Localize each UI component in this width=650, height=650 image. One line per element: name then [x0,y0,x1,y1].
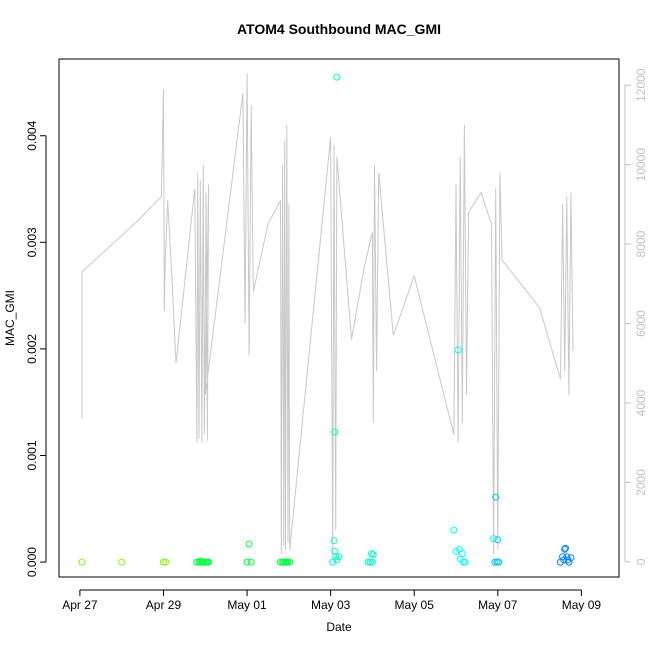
data-point [562,544,569,552]
y-tick-label: 0.001 [25,440,39,470]
y-right-tick-label: 10000 [634,148,648,182]
data-point [162,558,170,566]
data-point [452,547,460,555]
data-point [333,73,341,81]
y-right-axis: 0 2000 4000 6000 8000 10000 12000 [624,68,648,565]
y-right-tick-label: 8000 [634,230,648,257]
data-point [494,536,502,544]
data-point [160,558,167,566]
data-point [368,550,376,558]
data-point [286,558,294,566]
y-right-tick-label: 4000 [634,389,648,416]
data-point [329,558,337,566]
x-axis: Apr 27 Apr 29 May 01 May 03 May 05 May 07 May … [62,589,602,612]
data-point [331,428,339,436]
data-point [364,558,372,566]
y-right-tick-label: 6000 [634,310,648,337]
data-point [495,558,503,566]
data-point [247,558,255,566]
data-point [559,553,567,561]
x-tick-label: May 09 [562,598,602,612]
data-point [368,558,376,566]
data-point [492,493,500,501]
data-point [561,545,569,553]
data-point [195,558,203,566]
data-point [450,526,458,534]
y-tick-label: 0.004 [25,120,39,150]
x-tick-label: May 03 [311,598,351,612]
data-point [369,551,377,559]
data-point [245,540,253,548]
chart-title: ATOM4 Southbound MAC_GMI [237,21,441,37]
y-right-tick-label: 12000 [634,68,648,102]
x-tick-label: Apr 27 [62,598,98,612]
data-point [205,558,213,566]
data-point [118,558,126,566]
data-point [366,558,374,566]
y-tick-label: 0.002 [25,334,39,364]
line-series-path [81,73,574,555]
y-tick-label: 0.003 [25,227,39,257]
y-right-tick-label: 0 [634,558,648,565]
x-tick-label: May 01 [227,598,267,612]
points-layer [78,73,575,566]
data-point [332,553,340,561]
x-tick-label: Apr 29 [146,598,182,612]
data-point [560,556,568,564]
data-point [491,558,499,566]
data-point [490,535,498,543]
y-tick-label: 0.000 [25,547,39,577]
data-point [454,346,462,354]
x-tick-label: May 05 [395,598,435,612]
data-point [243,558,251,566]
x-axis-label: Date [326,620,352,634]
plot-frame [58,58,620,578]
y-axis-label: MAC_GMI [3,290,17,346]
data-point [330,537,338,545]
data-point [335,553,343,561]
data-point [567,554,575,562]
data-point [461,558,469,566]
y-right-tick-label: 2000 [634,469,648,496]
line-series [81,73,574,555]
data-point [78,558,86,566]
data-point [331,547,339,555]
y-axis: 0.000 0.001 0.002 0.003 0.004 [25,120,47,577]
data-point [458,550,466,558]
x-tick-label: May 07 [478,598,518,612]
